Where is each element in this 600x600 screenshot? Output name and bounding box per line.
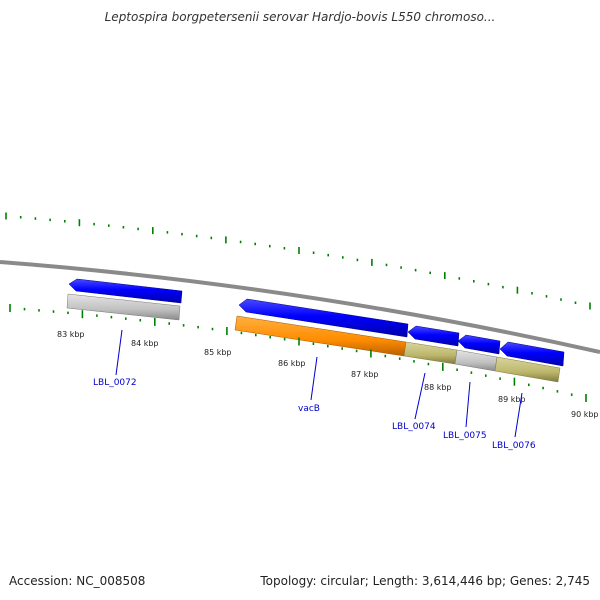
gene-arrow-lbl-0072[interactable] <box>68 278 183 304</box>
gene-track <box>68 278 565 367</box>
outer-tick-ring <box>5 212 591 310</box>
ruler-label: 86 kbp <box>278 359 306 368</box>
leader-line-lbl-0075 <box>465 381 471 428</box>
feature-track <box>66 293 561 383</box>
gene-label-lbl-0074[interactable]: LBL_0074 <box>392 422 436 432</box>
leader-line-lbl-0074 <box>414 372 426 420</box>
gene-label-vacb[interactable]: vacB <box>298 404 320 414</box>
topology-summary: Topology: circular; Length: 3,614,446 bp… <box>260 574 590 588</box>
gene-arrow-vacb[interactable] <box>238 298 409 338</box>
ruler-label: 85 kbp <box>204 348 232 357</box>
track-segment-lbl-0072[interactable] <box>66 293 181 321</box>
gene-label-lbl-0072[interactable]: LBL_0072 <box>93 378 137 388</box>
accession-text: Accession: NC_008508 <box>9 574 146 588</box>
leader-line-vacb <box>310 356 318 401</box>
leader-line-lbl-0076 <box>514 392 523 438</box>
ruler-label: 84 kbp <box>131 339 159 348</box>
chromosome-backbone <box>0 260 600 354</box>
track-segment-lbl-0076[interactable] <box>494 356 561 383</box>
ruler-labels: 83 kbp 84 kbp 85 kbp 86 kbp 87 kbp 88 kb… <box>57 330 599 419</box>
ruler-label: 87 kbp <box>351 370 379 379</box>
gene-label-lbl-0076[interactable]: LBL_0076 <box>492 441 536 451</box>
track-segment-lbl-0075[interactable] <box>454 349 498 372</box>
track-segment-lbl-0074[interactable] <box>403 341 458 365</box>
ruler-label: 83 kbp <box>57 330 85 339</box>
ruler-label: 90 kbp <box>571 410 599 419</box>
gene-labels: LBL_0072 vacB LBL_0074 LBL_0075 LBL_0076 <box>93 329 536 451</box>
gene-arrow-lbl-0076[interactable] <box>499 341 565 367</box>
gene-label-lbl-0075[interactable]: LBL_0075 <box>443 431 487 441</box>
map-title: Leptospira borgpetersenii serovar Hardjo… <box>104 10 496 24</box>
leader-line-lbl-0072 <box>115 329 123 376</box>
gene-arrow-lbl-0074[interactable] <box>407 325 460 347</box>
gene-arrow-lbl-0075[interactable] <box>457 334 501 355</box>
ruler-label: 89 kbp <box>498 395 526 404</box>
inner-tick-ring <box>9 304 587 402</box>
ruler-label: 88 kbp <box>424 383 452 392</box>
